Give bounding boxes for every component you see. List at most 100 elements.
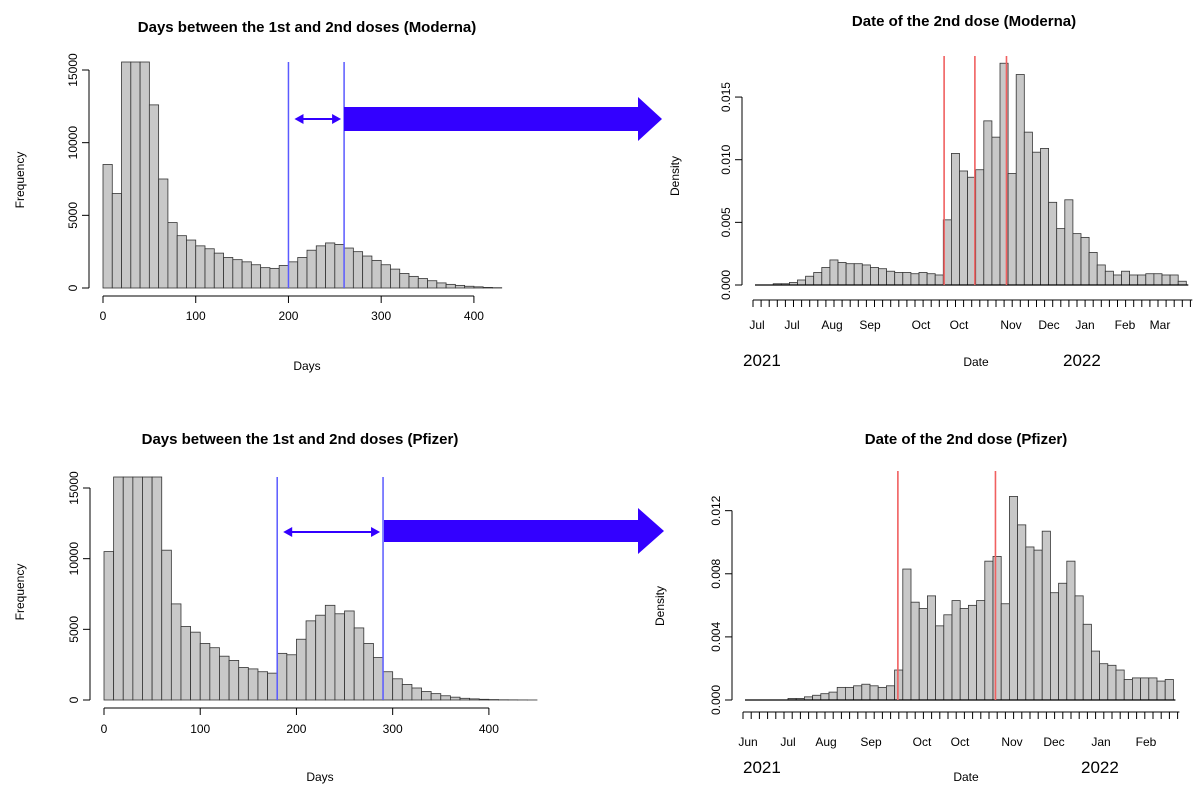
interval-arrow-head-left [283,527,293,537]
histogram-bar [459,697,471,701]
x-tick-label: 100 [186,309,206,323]
histogram-bar [353,627,365,701]
x-tick-label: Jun [738,735,757,749]
histogram-bar [1050,592,1060,701]
histogram-bar [199,643,211,701]
histogram-bar [204,248,215,289]
x-axis-label: Days [293,359,320,373]
histogram-bar [113,476,124,701]
histogram-bar [894,669,904,701]
histogram-bar [473,286,484,289]
histogram-bar [886,685,896,701]
histogram-bar [1140,677,1150,701]
x-tick-label: Dec [1043,735,1064,749]
x-tick-label: 0 [101,722,108,736]
histogram-bar [926,273,936,286]
histogram-bar [959,170,969,286]
histogram-bar [902,272,912,286]
histogram-bar [382,671,394,701]
big-arrow-moderna [344,97,662,141]
histogram-bar [1096,264,1106,286]
histogram-bar [1041,530,1051,701]
histogram-bar [454,284,466,289]
pfizer-days-histogram: Days between the 1st and 2nd doses (Pfiz… [13,431,538,784]
histogram-bar [1123,679,1133,701]
x-tick-label: Dec [1038,318,1059,332]
histogram-bar [853,685,863,701]
x-tick-label: Feb [1136,735,1157,749]
interval-arrow-head-left [294,114,304,124]
histogram-bar [1080,236,1090,286]
histogram-bar [464,285,475,289]
histogram-bar [170,603,182,701]
histogram-bar [306,249,317,289]
histogram-bar [943,614,953,701]
histogram-bar [334,613,345,701]
histogram-bar [296,638,307,701]
x-tick-label: 100 [190,722,210,736]
histogram-bar [821,267,831,286]
histogram-bar [1121,270,1131,286]
big-arrow-pfizer [384,508,664,554]
year-label-2022: 2022 [1081,758,1119,777]
y-tick-label: 10000 [66,126,80,160]
year-label-2021: 2021 [743,758,781,777]
x-tick-label: Jul [749,318,764,332]
histogram-bar [910,601,920,701]
histogram-bar [228,660,240,701]
histogram-bar [421,691,432,701]
histogram-bar [861,264,871,286]
histogram-bar [392,678,403,701]
histogram-bar [984,560,994,701]
histogram-bar [122,476,134,701]
histogram-bar [267,672,278,701]
histogram-bar [390,268,401,289]
x-tick-label: Jul [784,318,799,332]
histogram-bar [1000,603,1010,701]
histogram-bar [845,686,855,701]
histogram-bar [1082,623,1092,701]
histogram-bar [139,61,150,289]
histogram-bar [352,251,364,289]
histogram-bar [1137,274,1147,286]
histogram-bar [288,261,299,289]
x-tick-label: Sep [859,318,881,332]
y-tick-label: 0.004 [709,622,723,652]
histogram-bar [828,691,838,701]
histogram-bar [195,245,206,289]
histogram-bar [1088,252,1098,286]
histogram-bar [430,693,442,701]
histogram-bar [260,267,271,289]
histogram-bar [1107,664,1117,701]
histogram-bar [797,279,807,286]
histogram-bar [1156,680,1166,701]
x-tick-label: 200 [286,722,306,736]
x-tick-label: 0 [100,309,107,323]
histogram-bar [190,631,201,701]
histogram-bar [250,264,262,289]
histogram-bar [927,595,937,701]
y-axis-label: Density [653,586,667,626]
pfizer-date-histogram: Date of the 2nd dose (Pfizer) Date Densi… [653,431,1180,784]
connector-arrows [344,97,664,554]
histogram-bar [445,283,456,289]
y-tick-label: 0.010 [719,144,733,174]
y-tick-label: 0.000 [709,685,723,715]
histogram-bar [1066,560,1076,701]
histogram-bar [813,272,823,286]
histogram-bar [324,604,336,701]
x-tick-label: Aug [821,318,842,332]
y-tick-label: 5000 [66,202,80,229]
histogram-bar [983,120,993,286]
histogram-bar [334,243,345,289]
histogram-bar [219,655,230,701]
histogram-bar [401,684,413,701]
histogram-bar [161,549,172,701]
histogram-bar [478,698,490,701]
histogram-bar [111,193,122,289]
year-label-2022: 2022 [1063,351,1101,370]
histogram-bar [363,643,374,701]
histogram-bar [436,282,447,289]
histogram-bar [1129,274,1139,286]
histogram-bar [935,625,945,701]
